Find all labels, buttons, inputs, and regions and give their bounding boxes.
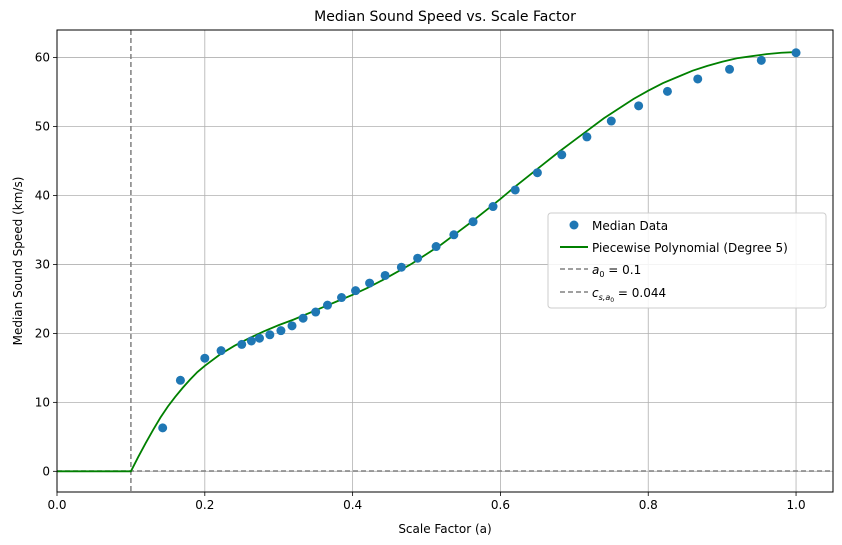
plot-frame <box>56 29 834 493</box>
data-point <box>246 336 256 346</box>
legend-label-a0: a0 = 0.1 <box>592 263 641 279</box>
x-axis-label: Scale Factor (a) <box>398 522 491 536</box>
data-point <box>510 185 520 195</box>
data-point <box>532 168 542 178</box>
data-point <box>557 150 567 160</box>
data-point <box>351 286 361 296</box>
data-point <box>337 293 347 303</box>
data-point <box>606 116 616 126</box>
data-point <box>276 326 286 336</box>
data-point <box>449 230 459 240</box>
data-point <box>365 278 375 288</box>
y-tick-label: 30 <box>35 257 50 271</box>
data-point <box>725 64 735 74</box>
y-tick-label: 50 <box>35 120 50 134</box>
data-point <box>468 217 478 227</box>
y-tick-label: 0 <box>42 464 50 478</box>
legend-label-cs: cs,a0 = 0.044 <box>592 286 666 304</box>
y-tick-label: 40 <box>35 188 50 202</box>
data-point <box>158 423 168 433</box>
data-point <box>634 101 644 111</box>
data-point <box>488 202 498 212</box>
data-point <box>431 242 441 252</box>
y-tick-label: 60 <box>35 51 50 65</box>
data-point <box>298 313 308 323</box>
reference-lines <box>57 30 833 492</box>
axis-ticks: 0.0 0.2 0.4 0.6 0.8 1.0 0 10 20 30 40 50 60 <box>35 51 806 512</box>
x-tick-label: 0.4 <box>343 498 362 512</box>
data-points <box>158 48 801 433</box>
data-point <box>413 253 423 263</box>
legend-label-fit-line: Piecewise Polynomial (Degree 5) <box>592 241 788 255</box>
y-tick-label: 20 <box>35 326 50 340</box>
data-point <box>582 132 592 142</box>
data-point <box>380 270 390 280</box>
data-point <box>791 48 801 58</box>
data-point <box>175 375 185 385</box>
chart-title: Median Sound Speed vs. Scale Factor <box>314 9 576 25</box>
legend: Median Data Piecewise Polynomial (Degree… <box>547 212 827 309</box>
data-point <box>254 333 264 343</box>
x-tick-label: 1.0 <box>787 498 806 512</box>
data-point <box>311 307 321 317</box>
data-point <box>396 262 406 272</box>
data-point <box>216 346 226 356</box>
data-point <box>287 321 297 331</box>
x-tick-label: 0.6 <box>491 498 510 512</box>
data-point <box>265 330 275 340</box>
y-axis-label: Median Sound Speed (km/s) <box>11 177 25 346</box>
data-point <box>200 353 210 363</box>
legend-marker-median-data <box>569 220 579 230</box>
y-tick-label: 10 <box>35 395 50 409</box>
x-tick-label: 0.8 <box>639 498 658 512</box>
data-point <box>322 300 332 310</box>
data-point <box>662 86 672 96</box>
x-tick-label: 0.0 <box>47 498 66 512</box>
data-point <box>237 339 247 349</box>
legend-frame <box>547 212 827 309</box>
data-point <box>693 74 703 84</box>
data-point <box>756 55 766 65</box>
legend-label-median-data: Median Data <box>592 219 668 233</box>
x-tick-label: 0.2 <box>195 498 214 512</box>
